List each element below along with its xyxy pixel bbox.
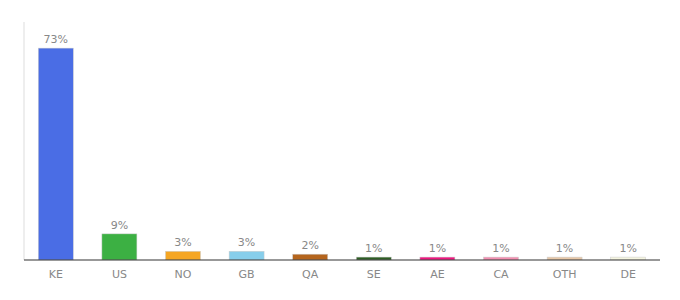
y-axis-line — [24, 22, 25, 260]
x-tick-label: AE — [430, 268, 445, 281]
data-label: 2% — [301, 239, 318, 252]
data-label: 1% — [619, 242, 636, 255]
x-tick-label: KE — [49, 268, 63, 281]
data-label: 3% — [174, 236, 191, 249]
bar — [38, 48, 73, 260]
chart-container: 73% 9% 3% 3% 2% 1% 1% 1% 1% 1% KE US NO GB QA SE AE CA OTH… — [0, 0, 680, 300]
data-label: 1% — [365, 242, 382, 255]
x-tick-label: SE — [367, 268, 381, 281]
data-label: 1% — [556, 242, 573, 255]
chart: 73% 9% 3% 3% 2% 1% 1% 1% 1% 1% KE US NO GB QA SE AE CA OTH… — [0, 0, 680, 300]
bar — [102, 234, 137, 260]
data-label: 3% — [238, 236, 255, 249]
data-label: 1% — [492, 242, 509, 255]
bar — [229, 251, 264, 260]
bars — [38, 48, 645, 260]
data-label: 73% — [44, 33, 68, 46]
x-tick-label: NO — [175, 268, 192, 281]
data-label: 1% — [429, 242, 446, 255]
x-tick-label: OTH — [553, 268, 577, 281]
bar — [293, 254, 328, 260]
x-tick-label: DE — [620, 268, 635, 281]
x-tick-label: US — [112, 268, 127, 281]
x-tick-label: GB — [239, 268, 255, 281]
x-axis-line — [24, 259, 660, 260]
x-tick-label: QA — [302, 268, 319, 281]
x-tick-label: CA — [493, 268, 509, 281]
data-label: 9% — [111, 219, 128, 232]
bar — [166, 251, 201, 260]
